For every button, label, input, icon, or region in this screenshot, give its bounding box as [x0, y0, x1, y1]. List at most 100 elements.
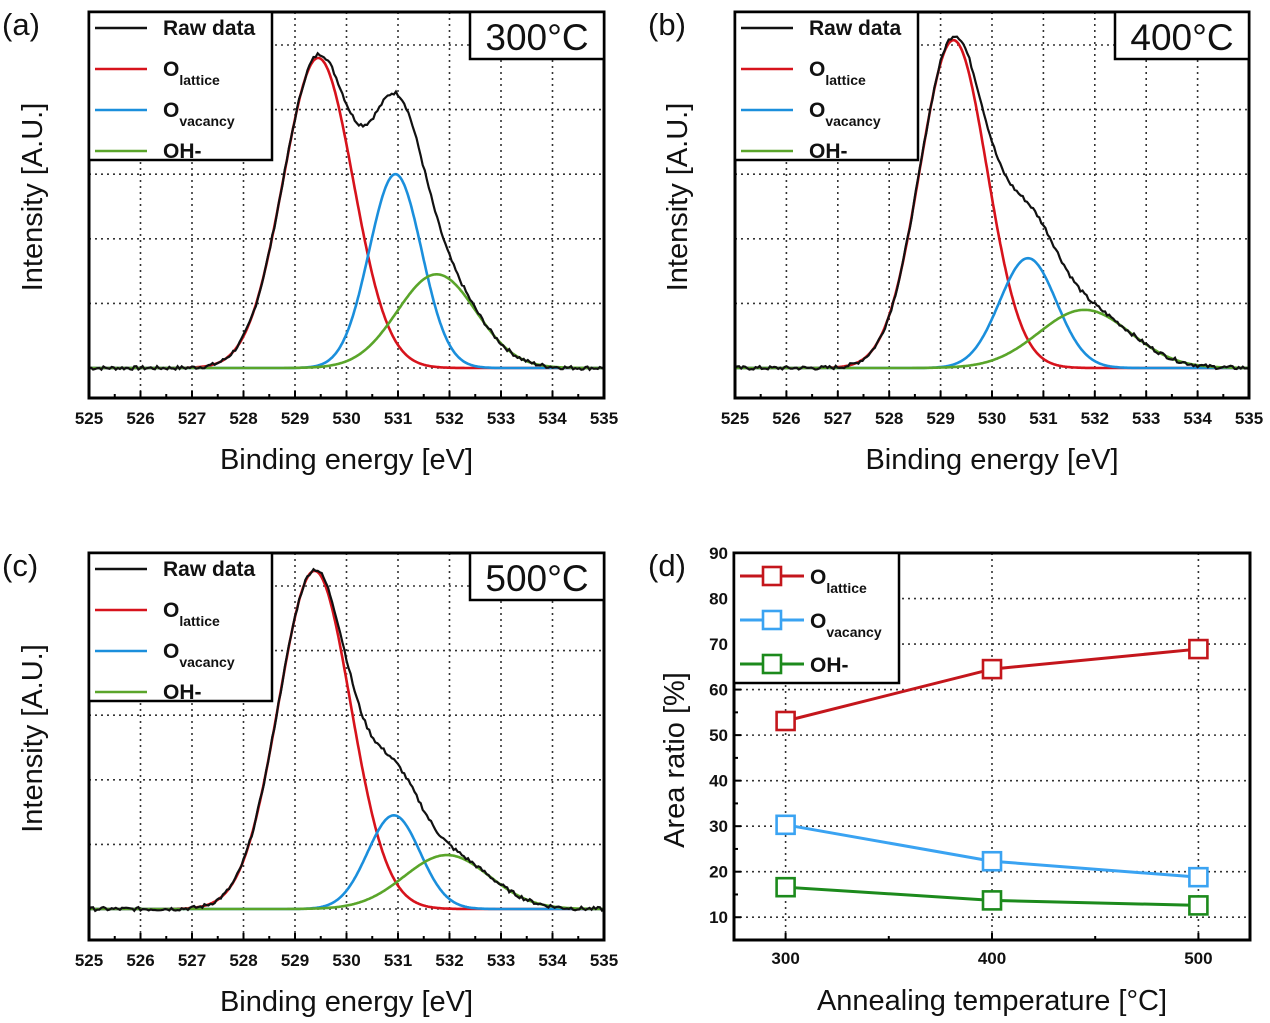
plot-frame — [87, 10, 606, 400]
legend-label-main: O — [163, 58, 179, 81]
x-tick-label: 531 — [1029, 409, 1057, 428]
temperature-annotation: 300°C — [485, 17, 588, 58]
series-line-raw-data — [88, 567, 605, 913]
legend-label-main: O — [810, 566, 826, 589]
legend-label-main: OH- — [810, 654, 849, 677]
x-tick-label: 533 — [487, 409, 515, 428]
legend-label: Raw data — [163, 558, 256, 581]
legend-label-main: O — [163, 640, 179, 663]
x-axis-title: Binding energy [eV] — [865, 444, 1118, 476]
y-tick-label: 10 — [709, 908, 728, 927]
legend-label-main: Raw data — [163, 17, 256, 40]
plot-frame — [87, 551, 606, 942]
panel-label: (c) — [2, 548, 38, 583]
legend-label: OH- — [163, 140, 202, 163]
y-axis-title: Intensity [A.U.] — [662, 103, 694, 292]
x-tick-label: 526 — [126, 951, 154, 970]
annotation-box — [468, 551, 606, 602]
x-tick-label: 530 — [978, 409, 1006, 428]
legend-marker — [761, 653, 783, 675]
x-axis-title: Binding energy [eV] — [220, 986, 473, 1018]
legend-label: Ovacancy — [809, 99, 881, 129]
legend-marker — [761, 565, 783, 587]
x-tick-label: 527 — [178, 951, 206, 970]
annotation-box — [468, 10, 606, 61]
legend-label-main: OH- — [163, 140, 202, 163]
x-tick-label: 528 — [229, 409, 257, 428]
x-tick-label: 530 — [332, 951, 360, 970]
legend: Raw data Olattice Ovacancy OH- — [87, 551, 274, 704]
y-axis-title: Intensity [A.U.] — [17, 644, 49, 833]
xps-panel-b: 525 526 527 528 529 530 531 532 533 534 535 Raw dat… — [648, 7, 1263, 476]
y-tick-label: 50 — [709, 726, 728, 745]
y-tick-label: 90 — [709, 544, 728, 563]
xps-panel-a: 525 526 527 528 529 530 531 532 533 534 535 Raw dat… — [2, 7, 618, 476]
legend-box — [733, 10, 920, 162]
legend-label-main: Raw data — [809, 17, 902, 40]
x-tick-label: 534 — [538, 409, 567, 428]
legend-label-sub: lattice — [825, 72, 866, 88]
x-tick-label: 535 — [590, 951, 618, 970]
legend-label: Olattice — [163, 58, 220, 88]
legend-label: Olattice — [810, 566, 867, 596]
x-tick-label: 526 — [126, 409, 154, 428]
data-point-oh- — [775, 876, 796, 898]
legend-label-sub: vacancy — [826, 624, 881, 640]
legend-label-main: OH- — [163, 681, 202, 704]
x-tick-label: 300 — [771, 949, 799, 968]
x-tick-label: 533 — [1132, 409, 1160, 428]
y-tick-label: 30 — [709, 817, 728, 836]
temperature-annotation: 400°C — [1130, 17, 1233, 58]
x-tick-label: 532 — [435, 951, 463, 970]
legend-label: Ovacancy — [163, 640, 235, 670]
x-tick-label: 534 — [538, 951, 567, 970]
legend-label: OH- — [810, 654, 849, 677]
x-tick-label: 532 — [1081, 409, 1109, 428]
legend-label: OH- — [163, 681, 202, 704]
x-tick-label: 529 — [281, 951, 309, 970]
legend-label-main: OH- — [809, 140, 848, 163]
y-axis-title: Intensity [A.U.] — [17, 103, 49, 292]
y-tick-label: 70 — [709, 635, 728, 654]
legend-label-sub: lattice — [179, 72, 220, 88]
legend-label-sub: lattice — [826, 580, 867, 596]
y-axis-title: Area ratio [%] — [659, 672, 691, 848]
x-tick-label: 527 — [178, 409, 206, 428]
y-tick-label: 40 — [709, 772, 728, 791]
legend-label-main: O — [163, 99, 179, 122]
plot-frame — [733, 10, 1251, 400]
legend-label-sub: lattice — [179, 613, 220, 629]
x-tick-label: 527 — [824, 409, 852, 428]
data-point-o-lattice — [981, 658, 1003, 680]
legend-label: Olattice — [163, 599, 220, 629]
x-tick-label: 534 — [1183, 409, 1212, 428]
legend-label-main: O — [809, 58, 825, 81]
panel-label: (d) — [648, 548, 686, 583]
y-tick-label: 80 — [709, 590, 728, 609]
data-point-o-lattice — [775, 710, 796, 732]
legend-label-sub: vacancy — [179, 113, 234, 129]
legend-label-sub: vacancy — [179, 654, 234, 670]
legend-label-main: O — [809, 99, 825, 122]
x-tick-label: 535 — [1235, 409, 1263, 428]
x-tick-label: 529 — [281, 409, 309, 428]
x-tick-label: 531 — [384, 951, 412, 970]
data-point-oh- — [1188, 895, 1209, 916]
legend-marker — [761, 609, 783, 631]
legend-label: Ovacancy — [810, 610, 882, 640]
series-line-raw-data — [734, 35, 1250, 371]
xps-panel-c: 525 526 527 528 529 530 531 532 533 534 535 Raw dat… — [2, 548, 618, 1018]
legend-label: Raw data — [163, 17, 256, 40]
legend-label-sub: vacancy — [825, 113, 880, 129]
x-tick-label: 525 — [75, 409, 103, 428]
data-point-o-lattice — [1188, 638, 1209, 660]
x-tick-label: 528 — [875, 409, 903, 428]
x-tick-label: 529 — [926, 409, 954, 428]
x-tick-label: 526 — [772, 409, 800, 428]
x-tick-label: 531 — [384, 409, 412, 428]
legend-label: OH- — [809, 140, 848, 163]
